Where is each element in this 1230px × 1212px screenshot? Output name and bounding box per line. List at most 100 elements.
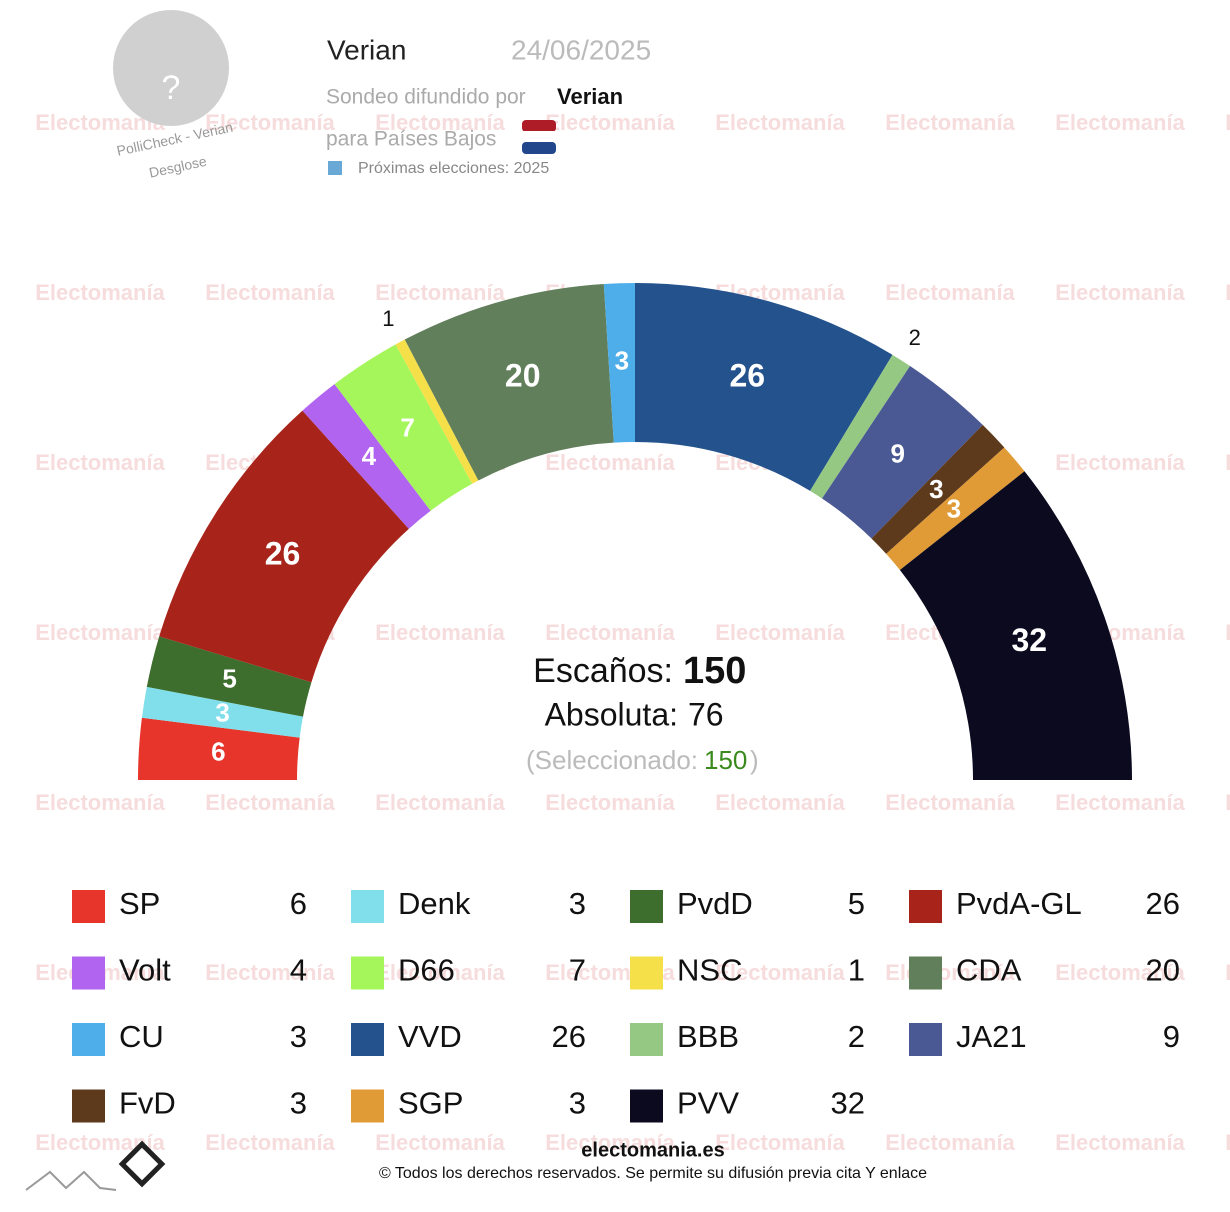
watermark: Electomanía <box>35 790 165 815</box>
segment-label: 3 <box>929 474 943 504</box>
breakdown: Desglose <box>148 153 209 181</box>
party-icon <box>909 1023 942 1056</box>
published-by: Verian <box>557 84 623 109</box>
majority-value: 76 <box>688 696 724 732</box>
legend-name: PvdA-GL <box>956 886 1082 921</box>
legend-name: PVV <box>677 1086 739 1121</box>
party-icon <box>909 890 942 923</box>
segment-label: 9 <box>891 438 905 468</box>
selected-label: (Seleccionado: <box>526 745 698 775</box>
date: 24/06/2025 <box>511 34 651 65</box>
selected-value: 150 <box>704 745 747 775</box>
watermark: Electomanía <box>885 110 1015 135</box>
watermark: Electomanía <box>1225 280 1230 305</box>
legend-value: 6 <box>290 886 307 921</box>
legend-name: SP <box>119 886 160 921</box>
legend-name: FvD <box>119 1086 176 1121</box>
seat-segment <box>899 471 1132 780</box>
seat-segment <box>146 636 312 717</box>
watermark: Electomanía <box>375 960 505 985</box>
segment-label: 2 <box>909 325 921 350</box>
watermark: Electomanía <box>205 960 335 985</box>
watermark: Electomanía <box>1055 1130 1185 1155</box>
segment-label: 3 <box>215 698 229 728</box>
legend-value: 2 <box>848 1019 865 1054</box>
legend-value: 1 <box>848 953 865 988</box>
watermark: Electomanía <box>715 620 845 645</box>
watermark: Electomanía <box>545 790 675 815</box>
watermark: Electomanía <box>35 620 165 645</box>
logo-mark <box>25 1170 117 1191</box>
seat-segment <box>138 717 300 780</box>
seat-segment <box>395 339 479 484</box>
logo-e <box>118 1140 166 1188</box>
legend-name: SGP <box>398 1086 463 1121</box>
watermark: Electomanía <box>375 280 505 305</box>
party-icon <box>351 1089 384 1123</box>
selected-close: ) <box>750 745 759 775</box>
seat-segment <box>404 283 614 481</box>
legend-value: 5 <box>848 886 865 921</box>
watermark: Electomanía <box>715 110 845 135</box>
watermark: Electomanía <box>1225 790 1230 815</box>
segment-label: 7 <box>400 413 414 443</box>
watermark: Electomanía <box>1055 450 1185 475</box>
watermark: Electomanía <box>1225 450 1230 475</box>
watermark: Electomanía <box>35 1130 165 1155</box>
seat-segment <box>822 366 983 539</box>
next-elections: Próximas elecciones: 2025 <box>358 160 549 177</box>
legend-value: 9 <box>1163 1019 1180 1054</box>
segment-label: 6 <box>211 737 225 767</box>
watermark: Electomanía <box>885 1130 1015 1155</box>
watermark: Electomanía <box>205 1130 335 1155</box>
legend-name: NSC <box>677 953 742 988</box>
segment-label: 26 <box>265 536 301 572</box>
watermark: Electomanía <box>1055 960 1185 985</box>
rights: © Todos los derechos reservados. Se perm… <box>379 1165 927 1182</box>
party-icon <box>630 1023 663 1056</box>
party-icon <box>630 890 663 923</box>
seat-segment <box>141 686 303 738</box>
party-icon <box>72 1089 105 1123</box>
party-icon <box>909 956 942 990</box>
legend: SP 6 Denk 3 PvdD 5 PvdA-GL 26 Volt 4 D66 7 NSC 1 CDA 20… <box>72 886 1180 1123</box>
segment-label: 20 <box>505 357 541 393</box>
watermark: Electomanía <box>545 620 675 645</box>
watermark: Electomanía <box>1055 110 1185 135</box>
watermark: Electomanía <box>545 450 675 475</box>
watermark: Electomanía <box>715 960 845 985</box>
seat-segment <box>871 424 1005 554</box>
legend-value: 32 <box>831 1086 865 1121</box>
ballot-icon <box>328 161 342 175</box>
watermark: Electomanía <box>1225 960 1230 985</box>
watermark: Electomanía <box>35 450 165 475</box>
party-icon <box>351 890 384 923</box>
watermark: Electomanía <box>545 110 675 135</box>
watermark: Electomanía <box>1225 1130 1230 1155</box>
flag <box>522 120 556 154</box>
watermark: Electomanía <box>1055 790 1185 815</box>
watermark: Electomanía <box>715 790 845 815</box>
party-icon <box>72 1023 105 1056</box>
legend-value: 26 <box>1146 886 1180 921</box>
published-by-label: Sondeo difundido por <box>326 86 526 109</box>
legend-value: 26 <box>552 1019 586 1054</box>
watermark: Electomanía <box>375 1130 505 1155</box>
watermark: Electomanía <box>885 960 1015 985</box>
party-icon <box>72 890 105 923</box>
seat-segment <box>635 283 893 491</box>
legend-name: PvdD <box>677 886 753 921</box>
legend-value: 3 <box>290 1086 307 1121</box>
seats-label: Escaños: <box>533 652 673 690</box>
site: electomania.es <box>581 1139 724 1161</box>
watermark: Electomanía <box>1225 620 1230 645</box>
avatar <box>113 10 229 126</box>
segment-label: 26 <box>729 357 765 393</box>
segment-label: 3 <box>615 346 629 376</box>
legend-value: 3 <box>290 1019 307 1054</box>
seat-segment <box>334 344 473 511</box>
watermark: Electomanía <box>885 280 1015 305</box>
party-icon <box>630 1089 663 1123</box>
